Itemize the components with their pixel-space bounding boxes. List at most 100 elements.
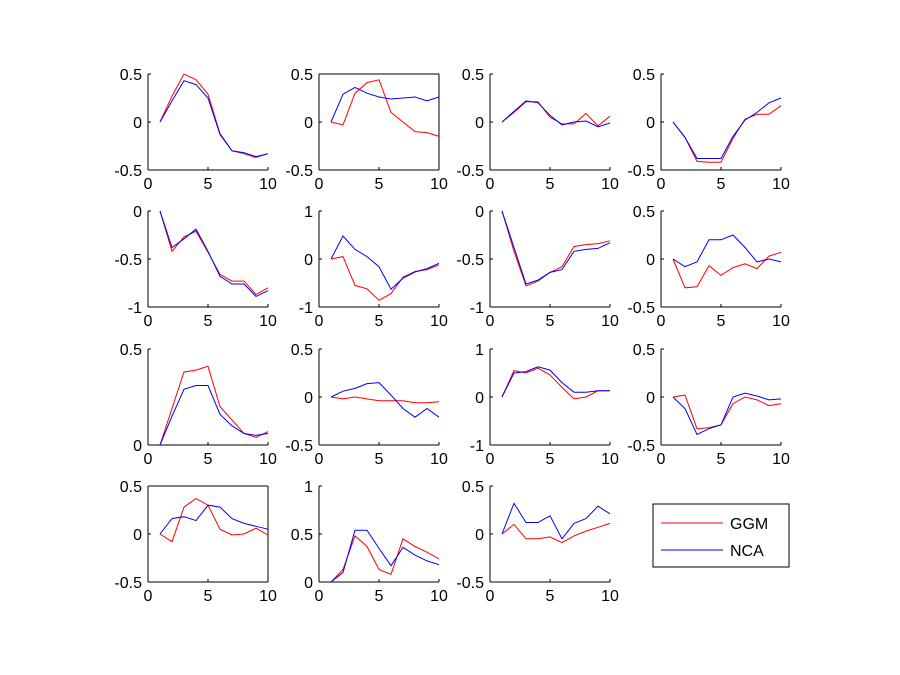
subplot-r2-c4: 0 5 10-0.500.5 xyxy=(627,204,790,330)
y-tick-label: -0.5 xyxy=(114,163,142,180)
series-line-nca xyxy=(672,97,782,159)
x-tick-label: 5 xyxy=(204,451,213,468)
x-tick-label: 5 xyxy=(375,176,384,193)
x-tick-label: 0 xyxy=(315,588,324,605)
x-tick-label: 5 xyxy=(546,451,555,468)
series-line-nca xyxy=(159,80,269,158)
x-tick-label: 5 xyxy=(546,313,555,330)
x-tick-label: 5 xyxy=(375,588,384,605)
subplot-r4-c1: 0 5 10-0.500.5 xyxy=(114,479,277,605)
x-tick-label: 10 xyxy=(772,451,790,468)
series-line-nca xyxy=(159,385,269,446)
series-line-nca xyxy=(330,86,440,123)
x-tick-label: 0 xyxy=(144,451,153,468)
legend-label-nca: NCA xyxy=(730,543,764,560)
x-tick-label: 10 xyxy=(259,313,277,330)
x-tick-label: 0 xyxy=(486,176,495,193)
subplot-r1-c3: 0 5 10-0.500.5 xyxy=(456,67,619,193)
x-tick-label: 10 xyxy=(430,176,448,193)
x-tick-label: 10 xyxy=(259,588,277,605)
y-tick-label: -0.5 xyxy=(114,575,142,592)
y-tick-label: 0 xyxy=(475,527,484,544)
y-tick-label: -0.5 xyxy=(627,300,655,317)
y-tick-label: -1 xyxy=(299,300,313,317)
y-tick-label: 0 xyxy=(133,115,142,132)
series-line-nca xyxy=(501,210,611,285)
y-tick-label: 1 xyxy=(475,342,484,359)
x-tick-label: 0 xyxy=(657,451,666,468)
series-line-nca xyxy=(501,100,611,128)
subplot-r3-c3: 0 5 10-101 xyxy=(470,342,619,468)
y-tick-label: 1 xyxy=(304,204,313,221)
x-tick-label: 0 xyxy=(486,313,495,330)
y-tick-label: -0.5 xyxy=(456,252,484,269)
subplot-r4-c3: 0 5 10-0.500.5 xyxy=(456,479,619,605)
y-tick-label: 0.5 xyxy=(120,342,142,359)
y-tick-label: -0.5 xyxy=(285,163,313,180)
y-tick-label: 0.5 xyxy=(291,342,313,359)
series-line-nca xyxy=(672,392,782,436)
x-tick-label: 10 xyxy=(601,451,619,468)
subplot-r2-c2: 0 5 10-101 xyxy=(299,204,448,330)
x-tick-label: 10 xyxy=(259,176,277,193)
y-tick-label: 0 xyxy=(475,390,484,407)
x-tick-label: 0 xyxy=(315,313,324,330)
y-tick-label: 0 xyxy=(646,115,655,132)
y-tick-label: 0 xyxy=(475,115,484,132)
y-tick-label: 0 xyxy=(304,575,313,592)
y-tick-label: -0.5 xyxy=(456,575,484,592)
y-tick-label: 0.5 xyxy=(633,204,655,221)
x-tick-label: 5 xyxy=(204,176,213,193)
x-tick-label: 10 xyxy=(259,451,277,468)
subplot-r1-c2: 0 5 10-0.500.5 xyxy=(285,67,448,193)
y-tick-label: 0 xyxy=(133,527,142,544)
y-tick-label: 0.5 xyxy=(291,67,313,84)
subplot-grid: 0 5 10-0.500.50 5 10-0.500.50 5 10-0.500.50 5 10… xyxy=(114,67,790,605)
subplot-r3-c2: 0 5 10-0.500.5 xyxy=(285,342,448,468)
subplot-r3-c1: 0 5 10 0 0.5 xyxy=(120,342,277,468)
x-tick-label: 0 xyxy=(144,313,153,330)
series-line-nca xyxy=(501,366,610,398)
y-tick-label: 0.5 xyxy=(462,67,484,84)
y-tick-label: 0.5 xyxy=(120,67,142,84)
y-tick-label: 0.5 xyxy=(291,527,313,544)
x-tick-label: 0 xyxy=(657,313,666,330)
series-line-nca xyxy=(159,210,269,298)
subplot-r4-c2: 0 5 10 0 0.5 1 xyxy=(291,479,448,605)
series-line-nca xyxy=(159,504,269,535)
series-line-ggm xyxy=(330,396,440,404)
x-tick-label: 10 xyxy=(772,313,790,330)
series-line-nca xyxy=(330,382,440,418)
legend-box xyxy=(652,503,790,568)
y-tick-label: 0 xyxy=(304,115,313,132)
x-tick-label: 5 xyxy=(717,313,726,330)
x-tick-label: 5 xyxy=(204,313,213,330)
y-tick-label: -0.5 xyxy=(456,163,484,180)
x-tick-label: 5 xyxy=(546,588,555,605)
y-tick-label: -1 xyxy=(470,300,484,317)
y-tick-label: -1 xyxy=(470,438,484,455)
series-line-nca xyxy=(501,502,611,540)
y-tick-label: 0 xyxy=(133,204,142,221)
x-tick-label: 10 xyxy=(772,176,790,193)
x-tick-label: 10 xyxy=(430,451,448,468)
series-line-ggm xyxy=(159,365,269,446)
x-tick-label: 10 xyxy=(601,176,619,193)
y-tick-label: 0.5 xyxy=(633,67,655,84)
x-tick-label: 10 xyxy=(601,313,619,330)
x-tick-label: 5 xyxy=(717,176,726,193)
subplot-r1-c1: 0 5 10-0.500.5 xyxy=(114,67,277,193)
x-tick-label: 10 xyxy=(601,588,619,605)
series-line-ggm xyxy=(672,251,782,289)
y-tick-label: 0.5 xyxy=(633,342,655,359)
subplot-r2-c3: 0 5 10 -1 -0.5 0 xyxy=(456,204,619,330)
y-tick-label: 0.5 xyxy=(462,479,484,496)
x-tick-label: 5 xyxy=(546,176,555,193)
x-tick-label: 5 xyxy=(717,451,726,468)
y-tick-label: 0 xyxy=(304,390,313,407)
y-tick-label: 0.5 xyxy=(120,479,142,496)
series-line-nca xyxy=(672,234,782,268)
y-tick-label: 0 xyxy=(475,204,484,221)
series-line-ggm xyxy=(672,394,782,430)
